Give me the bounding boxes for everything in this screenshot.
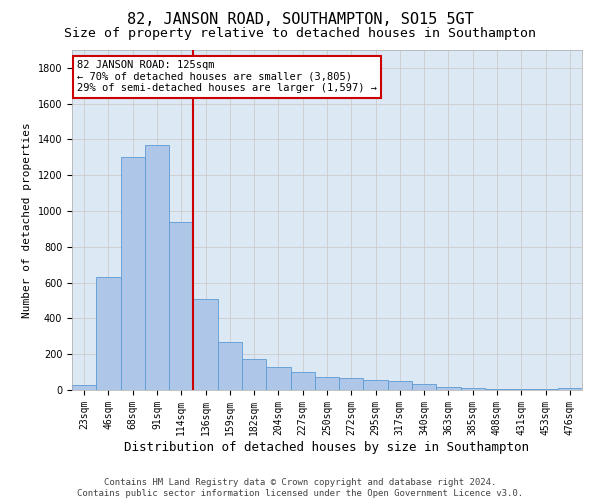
Bar [461, 388, 485, 390]
Bar [96, 278, 121, 390]
X-axis label: Distribution of detached houses by size in Southampton: Distribution of detached houses by size … [125, 440, 530, 454]
Y-axis label: Number of detached properties: Number of detached properties [22, 122, 32, 318]
Text: Contains HM Land Registry data © Crown copyright and database right 2024.
Contai: Contains HM Land Registry data © Crown c… [77, 478, 523, 498]
Bar [364, 380, 388, 390]
Text: Size of property relative to detached houses in Southampton: Size of property relative to detached ho… [64, 28, 536, 40]
Text: 82, JANSON ROAD, SOUTHAMPTON, SO15 5GT: 82, JANSON ROAD, SOUTHAMPTON, SO15 5GT [127, 12, 473, 28]
Text: 82 JANSON ROAD: 125sqm
← 70% of detached houses are smaller (3,805)
29% of semi-: 82 JANSON ROAD: 125sqm ← 70% of detached… [77, 60, 377, 94]
Bar [412, 384, 436, 390]
Bar [509, 389, 533, 390]
Bar [169, 222, 193, 390]
Bar [266, 366, 290, 390]
Bar [485, 388, 509, 390]
Bar [315, 376, 339, 390]
Bar [121, 158, 145, 390]
Bar [218, 342, 242, 390]
Bar [339, 378, 364, 390]
Bar [290, 372, 315, 390]
Bar [242, 358, 266, 390]
Bar [72, 384, 96, 390]
Bar [388, 381, 412, 390]
Bar [193, 298, 218, 390]
Bar [558, 388, 582, 390]
Bar [145, 145, 169, 390]
Bar [436, 388, 461, 390]
